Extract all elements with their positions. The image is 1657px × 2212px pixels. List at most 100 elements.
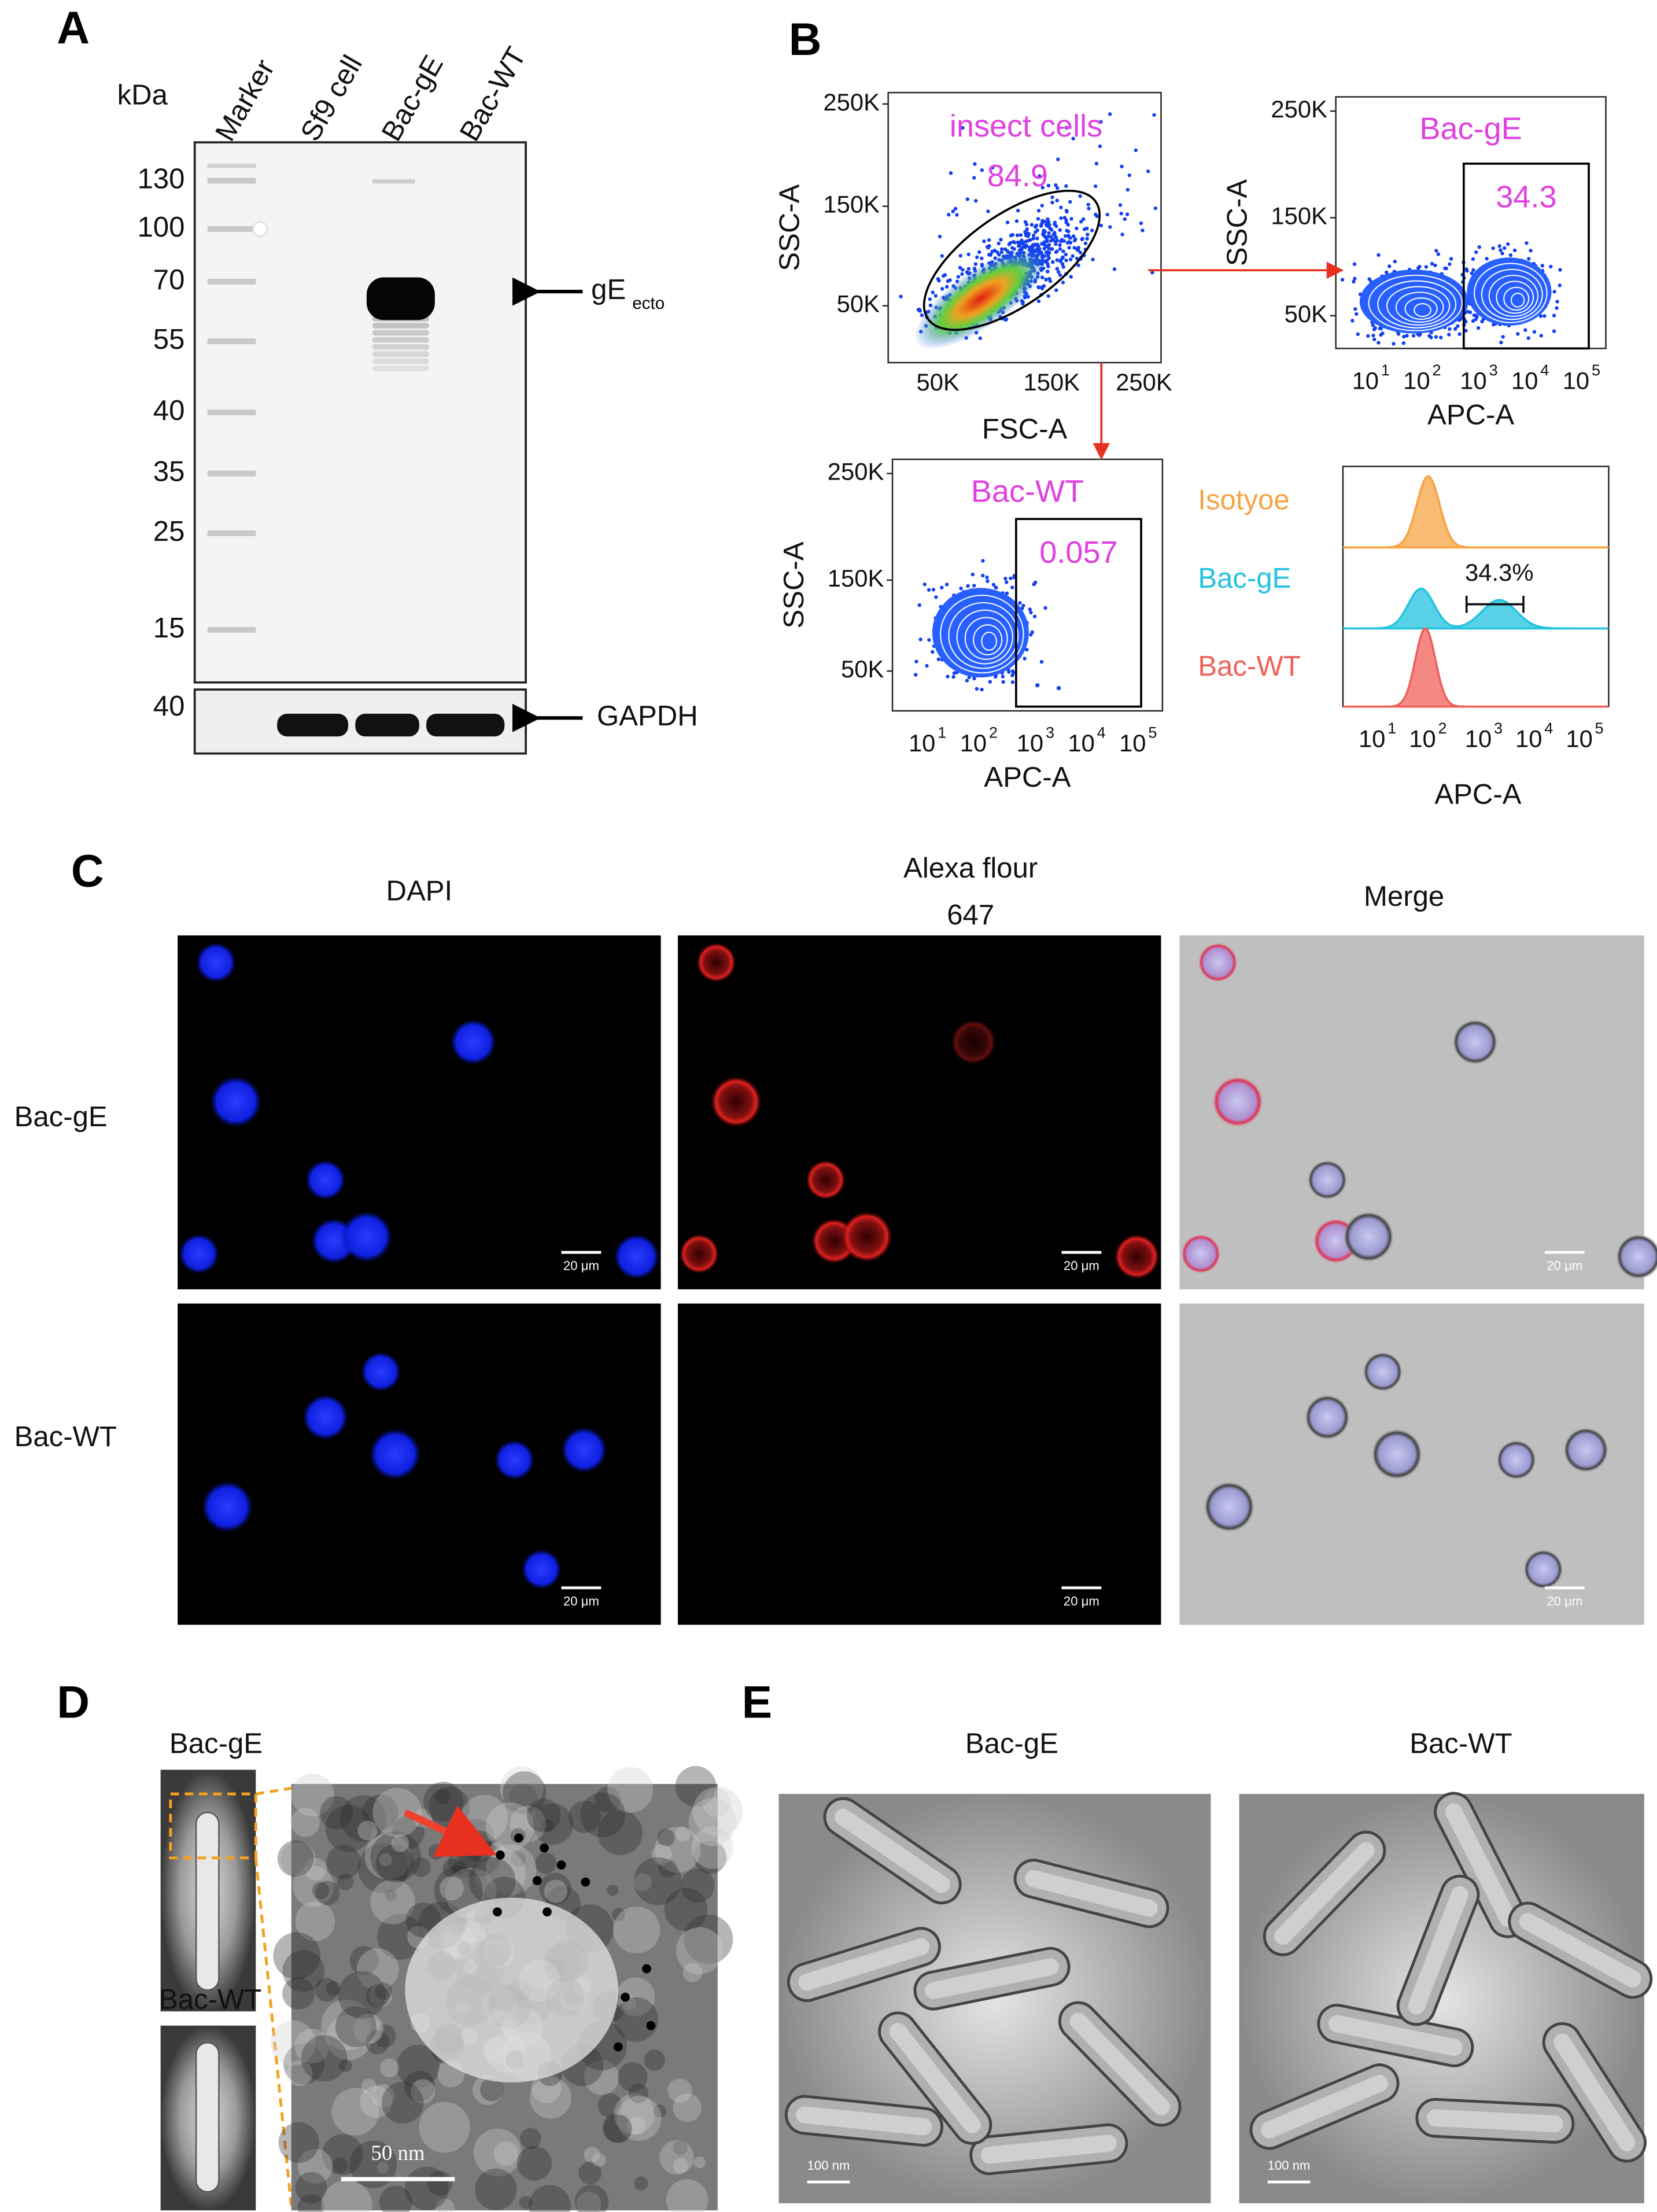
cell (1363, 1352, 1403, 1392)
stain-texture (474, 1848, 526, 1900)
column-header: Merge (1364, 881, 1444, 912)
x-tick-exponent: 2 (1438, 720, 1447, 737)
ladder-band (207, 278, 256, 285)
event-dot (1464, 267, 1468, 271)
event-dot (1031, 234, 1036, 238)
immunogold-tem: Bac-gE Bac-WT 50 nm (159, 1728, 743, 2212)
event-dot (1457, 318, 1462, 322)
stain-texture (584, 2147, 600, 2163)
event-dot (1043, 219, 1047, 224)
event-dot (1120, 164, 1124, 169)
stain-texture (526, 1798, 561, 1833)
event-dot (1497, 244, 1501, 248)
stain-texture (510, 1805, 546, 1842)
stain-texture (691, 1826, 734, 1869)
stain-texture (500, 1766, 544, 1810)
stain-texture (332, 2157, 348, 2173)
stain-texture (673, 2140, 688, 2155)
virion-core (889, 2023, 981, 2134)
event-dot (1474, 250, 1478, 255)
event-dot (1056, 157, 1060, 161)
column-header: 647 (947, 899, 994, 931)
stain-texture (281, 1842, 316, 1877)
x-axis-label: APC-A (1434, 779, 1521, 810)
event-dot (1552, 329, 1556, 333)
event-dot (1538, 314, 1543, 318)
x-tick-label: 10 (909, 729, 935, 757)
stain-texture (357, 1820, 378, 1841)
event-dot (1040, 186, 1045, 190)
cell (1307, 1160, 1348, 1200)
event-dot (977, 250, 981, 255)
stain-texture (315, 1978, 339, 2002)
event-dot (1378, 326, 1382, 330)
stain-texture (301, 2035, 348, 2082)
stain-texture (365, 2030, 390, 2055)
event-dot (1036, 209, 1041, 213)
virion-core (1274, 1842, 1375, 1945)
stain-texture (315, 1881, 340, 1905)
event-dot (1064, 220, 1068, 224)
panel-letter: E (742, 1677, 772, 1728)
stain-texture (511, 1852, 526, 1867)
stain-texture (381, 2081, 424, 2124)
stain-texture (286, 2060, 313, 2086)
stain-texture (534, 1852, 557, 1874)
contour (1503, 286, 1530, 311)
virion-core (925, 1958, 1059, 1999)
cell (1452, 1019, 1498, 1065)
y-tick-label: 250K (823, 89, 880, 116)
event-dot (1443, 266, 1447, 271)
event-dot (1078, 194, 1082, 198)
contour (1414, 303, 1431, 318)
scale-bar-label: 20 μm (563, 1258, 599, 1273)
event-dot (946, 279, 950, 283)
contour (973, 624, 1003, 655)
event-dot (1046, 262, 1050, 266)
stain-texture (366, 1984, 390, 2008)
event-dot (1024, 239, 1028, 244)
stain-texture (676, 1927, 724, 1974)
event-dot (1118, 203, 1123, 207)
event-dot (1356, 332, 1360, 336)
event-dot (1065, 228, 1069, 233)
event-dot (1045, 270, 1050, 274)
ladder-band (207, 470, 256, 477)
event-dot (1054, 183, 1058, 187)
event-dot (936, 657, 941, 661)
cell (806, 1160, 846, 1200)
event-dot (914, 659, 918, 663)
event-dot (1010, 246, 1014, 250)
event-dot (985, 575, 989, 580)
event-dot (1539, 334, 1543, 338)
event-dot (940, 585, 944, 590)
event-dot (1024, 222, 1029, 227)
inset-box (169, 1792, 257, 1860)
event-dot (1350, 319, 1355, 323)
virion-core (1069, 2012, 1170, 2115)
event-dot (1152, 113, 1156, 117)
event-dot (1014, 219, 1019, 223)
event-dot (1042, 246, 1046, 251)
stain-texture (354, 2016, 381, 2044)
event-dot (931, 650, 935, 654)
lane-label: Bac-WT (454, 42, 532, 147)
event-dot (999, 247, 1004, 251)
event-dot (1558, 268, 1562, 272)
cell (179, 1234, 219, 1274)
event-dot (1139, 221, 1143, 226)
event-dot (1075, 256, 1079, 261)
event-dot (914, 673, 918, 677)
plot-title: Bac-gE (1419, 112, 1522, 146)
stain-texture (290, 1808, 320, 1837)
cell (696, 942, 736, 983)
gate (1014, 518, 1142, 708)
event-dot (1049, 247, 1053, 251)
event-dot (1075, 246, 1079, 251)
event-dot (1405, 334, 1409, 338)
ladder-band (207, 530, 256, 536)
event-dot (1060, 262, 1065, 266)
event-dot (1523, 328, 1527, 332)
